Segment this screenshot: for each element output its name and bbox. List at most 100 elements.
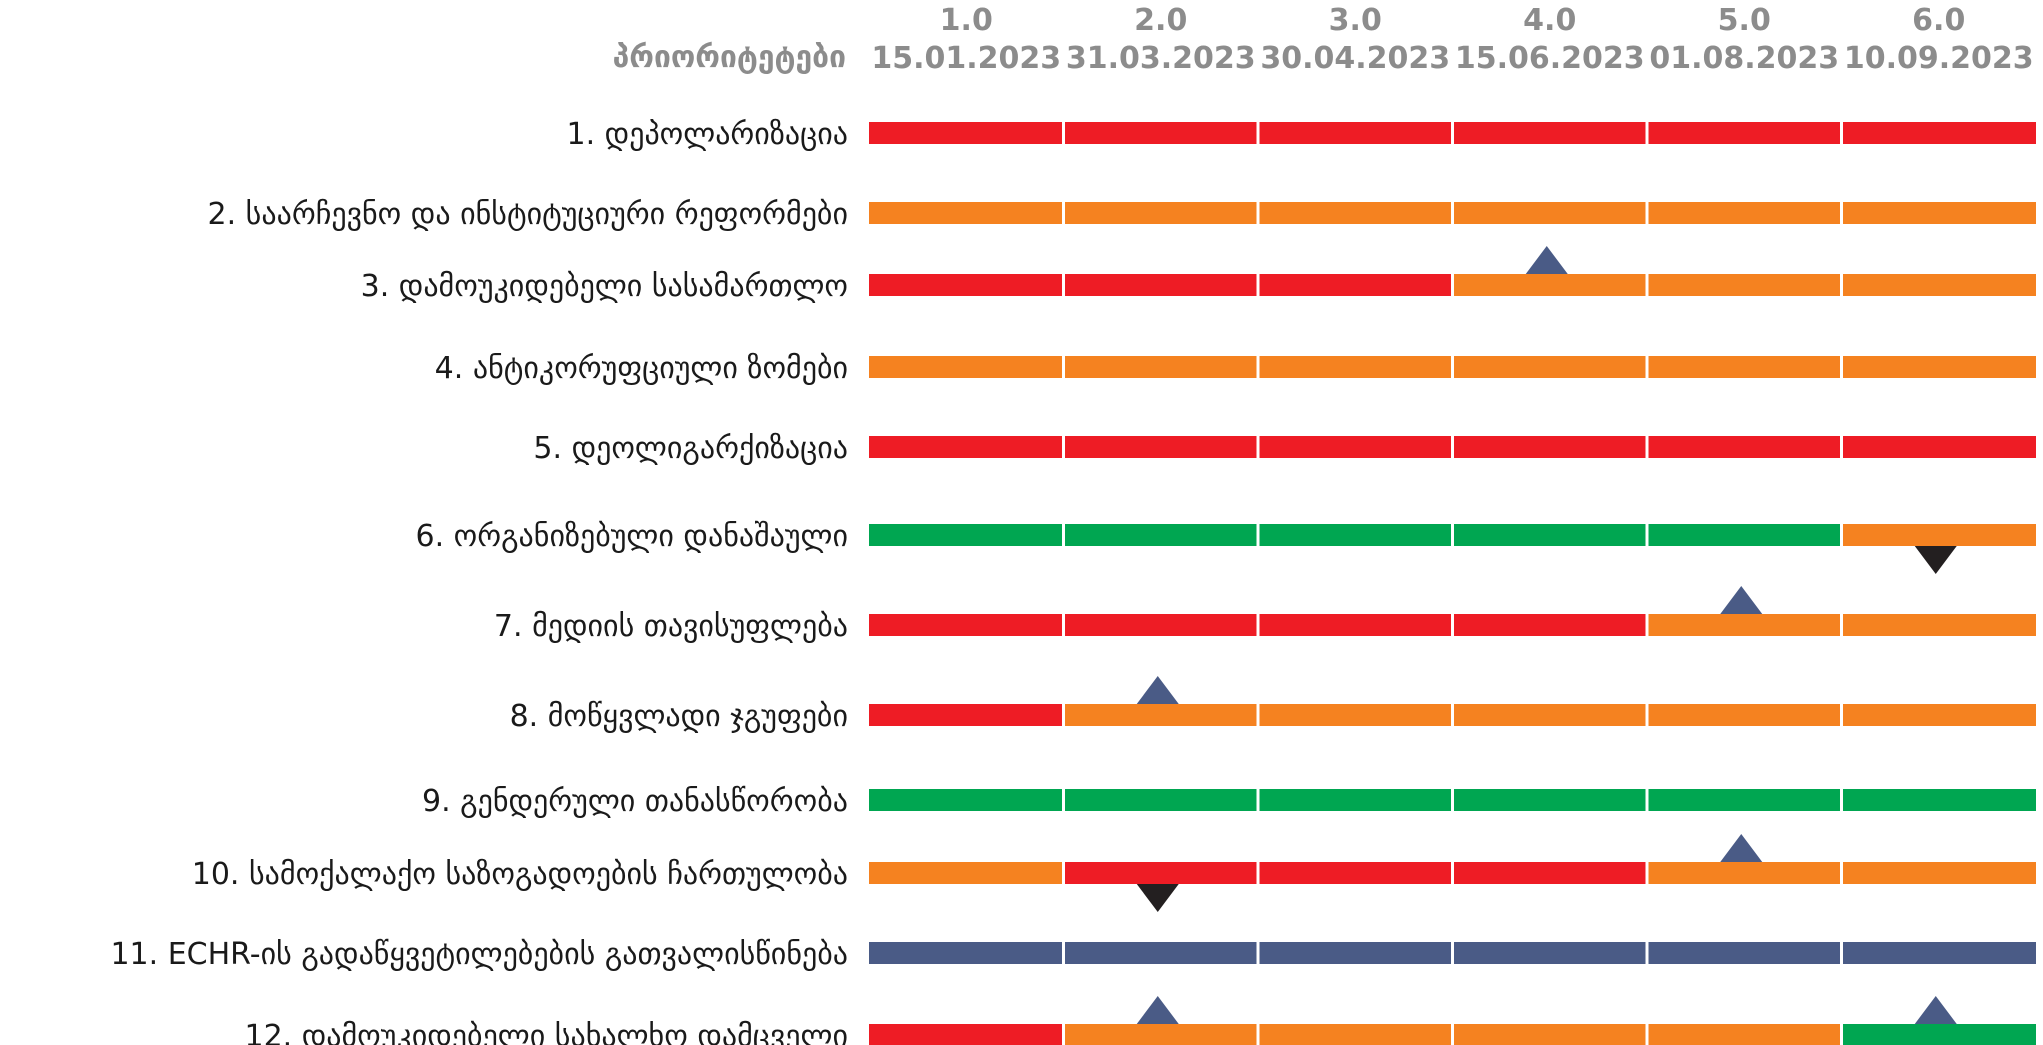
priority-label: 12. დამოუკიდებელი სახალხო დამცველი	[244, 1019, 848, 1045]
status-segment-orange	[1454, 202, 1646, 224]
status-segment-orange	[1648, 202, 1840, 224]
status-segment-blue	[1843, 942, 2036, 964]
priority-label: 8. მოწყვლადი ჯგუფები	[510, 699, 848, 734]
trend-up-marker	[1914, 996, 1957, 1024]
status-segment-red	[1454, 862, 1646, 884]
priority-label: 9. გენდერული თანასწორობა	[422, 784, 848, 819]
column-version-4: 4.0	[1523, 3, 1576, 38]
status-segment-red	[1259, 436, 1451, 458]
trend-up-marker	[1720, 586, 1763, 614]
status-segment-orange	[1065, 202, 1257, 224]
priority-row: 7. მედიის თავისუფლება	[494, 609, 2036, 644]
status-segment-orange	[1259, 1024, 1451, 1045]
status-segment-red	[1065, 274, 1257, 296]
status-segment-orange	[1648, 614, 1840, 636]
priority-label: 4. ანტიკორუფციული ზომები	[435, 351, 848, 386]
status-segment-red	[1454, 614, 1646, 636]
column-date-4: 15.06.2023	[1455, 41, 1645, 76]
status-segment-orange	[869, 202, 1062, 224]
priority-row: 8. მოწყვლადი ჯგუფები	[510, 699, 2036, 734]
status-segment-orange	[869, 862, 1062, 884]
status-segment-orange	[1843, 862, 2036, 884]
column-date-1: 15.01.2023	[871, 41, 1061, 76]
status-segment-red	[1843, 436, 2036, 458]
status-segment-green	[1065, 789, 1257, 811]
status-segment-red	[869, 274, 1062, 296]
status-segment-red	[1648, 122, 1840, 144]
status-segment-red	[1843, 122, 2036, 144]
status-segment-green	[1259, 524, 1451, 546]
status-segment-orange	[1648, 1024, 1840, 1045]
column-date-6: 10.09.2023	[1844, 41, 2034, 76]
priority-row: 2. საარჩევნო და ინსტიტუციური რეფორმები	[208, 197, 2036, 232]
status-segment-orange	[1843, 614, 2036, 636]
status-segment-red	[869, 122, 1062, 144]
priority-label: 6. ორგანიზებული დანაშაული	[415, 519, 848, 554]
status-segment-blue	[1065, 942, 1257, 964]
column-version-6: 6.0	[1912, 3, 1965, 38]
status-segment-orange	[1259, 202, 1451, 224]
status-segment-red	[869, 1024, 1062, 1045]
status-segment-red	[1454, 122, 1646, 144]
status-segment-green	[869, 524, 1062, 546]
status-segment-red	[1259, 614, 1451, 636]
status-segment-green	[1648, 524, 1840, 546]
status-segment-orange	[1648, 862, 1840, 884]
status-segment-red	[1648, 436, 1840, 458]
status-segment-green	[1454, 789, 1646, 811]
priority-label: 11. ECHR-ის გადაწყვეტილებების გათვალისწი…	[110, 937, 848, 972]
status-segment-blue	[869, 942, 1062, 964]
status-segment-orange	[1454, 1024, 1646, 1045]
status-segment-blue	[1259, 942, 1451, 964]
priority-label: 3. დამოუკიდებელი სასამართლო	[361, 269, 848, 304]
status-segment-orange	[1843, 524, 2036, 546]
trend-down-marker	[1914, 546, 1957, 574]
status-segment-red	[1259, 122, 1451, 144]
status-segment-orange	[1843, 202, 2036, 224]
column-headers: პრიორიტეტები 1.015.01.20232.031.03.20233…	[613, 3, 2034, 76]
status-segment-red	[1065, 122, 1257, 144]
priority-label: 2. საარჩევნო და ინსტიტუციური რეფორმები	[208, 197, 848, 232]
priority-row: 5. დეოლიგარქიზაცია	[533, 431, 2036, 466]
priority-label: 10. სამოქალაქო საზოგადოების ჩართულობა	[192, 857, 848, 892]
priority-label: 7. მედიის თავისუფლება	[494, 609, 848, 644]
column-version-1: 1.0	[940, 3, 993, 38]
status-segment-red	[869, 614, 1062, 636]
change-markers	[1136, 246, 1957, 1024]
status-segment-orange	[1065, 1024, 1257, 1045]
status-segment-orange	[1843, 704, 2036, 726]
status-segment-red	[869, 704, 1062, 726]
status-segment-orange	[1648, 356, 1840, 378]
trend-up-marker	[1136, 996, 1179, 1024]
status-segment-orange	[1843, 274, 2036, 296]
status-segment-orange	[1454, 704, 1646, 726]
status-segment-red	[1259, 862, 1451, 884]
status-segment-red	[1065, 862, 1257, 884]
trend-up-marker	[1720, 834, 1763, 862]
column-version-3: 3.0	[1329, 3, 1382, 38]
status-segment-orange	[1843, 356, 2036, 378]
status-segment-orange	[1454, 274, 1646, 296]
priority-label: 1. დეპოლარიზაცია	[567, 117, 848, 152]
column-date-3: 30.04.2023	[1260, 41, 1450, 76]
column-version-2: 2.0	[1134, 3, 1187, 38]
status-segment-blue	[1454, 942, 1646, 964]
trend-down-marker	[1136, 884, 1179, 912]
status-segment-red	[1065, 436, 1257, 458]
priority-row: 4. ანტიკორუფციული ზომები	[435, 351, 2036, 386]
status-segment-green	[1843, 789, 2036, 811]
status-segment-red	[869, 436, 1062, 458]
status-segment-orange	[1648, 704, 1840, 726]
priority-label: 5. დეოლიგარქიზაცია	[533, 431, 848, 466]
priority-row: 11. ECHR-ის გადაწყვეტილებების გათვალისწი…	[110, 937, 2036, 972]
priority-row: 9. გენდერული თანასწორობა	[422, 784, 2036, 819]
status-segment-green	[1843, 1024, 2036, 1045]
column-version-5: 5.0	[1718, 3, 1771, 38]
status-segment-green	[1259, 789, 1451, 811]
status-segment-green	[869, 789, 1062, 811]
column-date-5: 01.08.2023	[1649, 41, 1839, 76]
priority-rows: 1. დეპოლარიზაცია 2. საარჩევნო და ინსტიტუც…	[110, 117, 2036, 1045]
priority-row: 3. დამოუკიდებელი სასამართლო	[361, 269, 2036, 304]
status-segment-red	[1454, 436, 1646, 458]
